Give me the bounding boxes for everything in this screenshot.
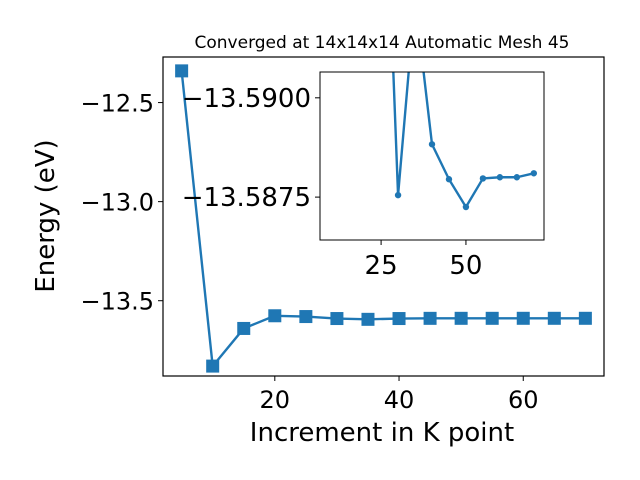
main-x-tick-label: 60: [508, 386, 539, 414]
inset-x-tick-label: 50: [449, 251, 482, 281]
main-data-point: [516, 311, 530, 325]
main-data-point: [268, 309, 282, 323]
x-axis-label: Increment in K point: [250, 418, 514, 448]
main-data-point: [454, 311, 468, 325]
inset-data-point: [479, 175, 487, 182]
main-data-point: [392, 312, 406, 326]
inset-plot-area: [388, 0, 538, 211]
inset-data-point: [496, 174, 504, 181]
main-series: [175, 64, 592, 373]
inset-x-tick-label: 25: [365, 251, 398, 281]
inset-data-point: [388, 15, 394, 21]
main-data-point: [485, 311, 499, 325]
main-plot-area: [175, 64, 592, 373]
inset-data-point: [462, 203, 470, 211]
inset-background: [320, 72, 544, 240]
main-data-point: [330, 312, 344, 326]
inset-series-line: [392, 72, 535, 209]
y-axis-label: Energy (eV): [31, 139, 61, 292]
inset-series: [388, 0, 538, 211]
inset-data-point: [394, 191, 402, 199]
inset-data-point: [530, 170, 538, 177]
inset-y-tick-label: −13.5875: [182, 183, 311, 213]
main-data-point: [237, 321, 251, 335]
main-data-point: [578, 311, 592, 325]
inset-plot-frame: [319, 71, 545, 241]
main-y-tick-label: −12.5: [80, 90, 154, 118]
inset-y-tick-label: −13.5900: [182, 84, 311, 114]
inset-data-point: [428, 141, 436, 148]
main-data-point: [361, 312, 375, 326]
inset-data-point: [445, 176, 453, 183]
inset-data-point: [412, 0, 418, 2]
main-data-point: [547, 311, 561, 325]
chart-title: Converged at 14x14x14 Automatic Mesh 45: [195, 33, 570, 53]
main-plot-frame: [162, 56, 605, 377]
main-data-point: [206, 359, 220, 373]
main-y-tick-label: −13.5: [80, 288, 154, 316]
main-axes-ticks: 20 40 60 −12.5 −13.0 −13.5: [80, 90, 538, 414]
main-data-point: [299, 310, 313, 324]
main-data-point: [423, 311, 437, 325]
inset-axes-ticks: 25 50 −13.5900 −13.5875: [182, 84, 483, 281]
inset-data-point: [513, 174, 521, 181]
main-y-tick-label: −13.0: [80, 189, 154, 217]
main-data-point: [175, 64, 189, 78]
main-x-tick-label: 40: [384, 386, 415, 414]
main-x-tick-label: 20: [260, 386, 291, 414]
